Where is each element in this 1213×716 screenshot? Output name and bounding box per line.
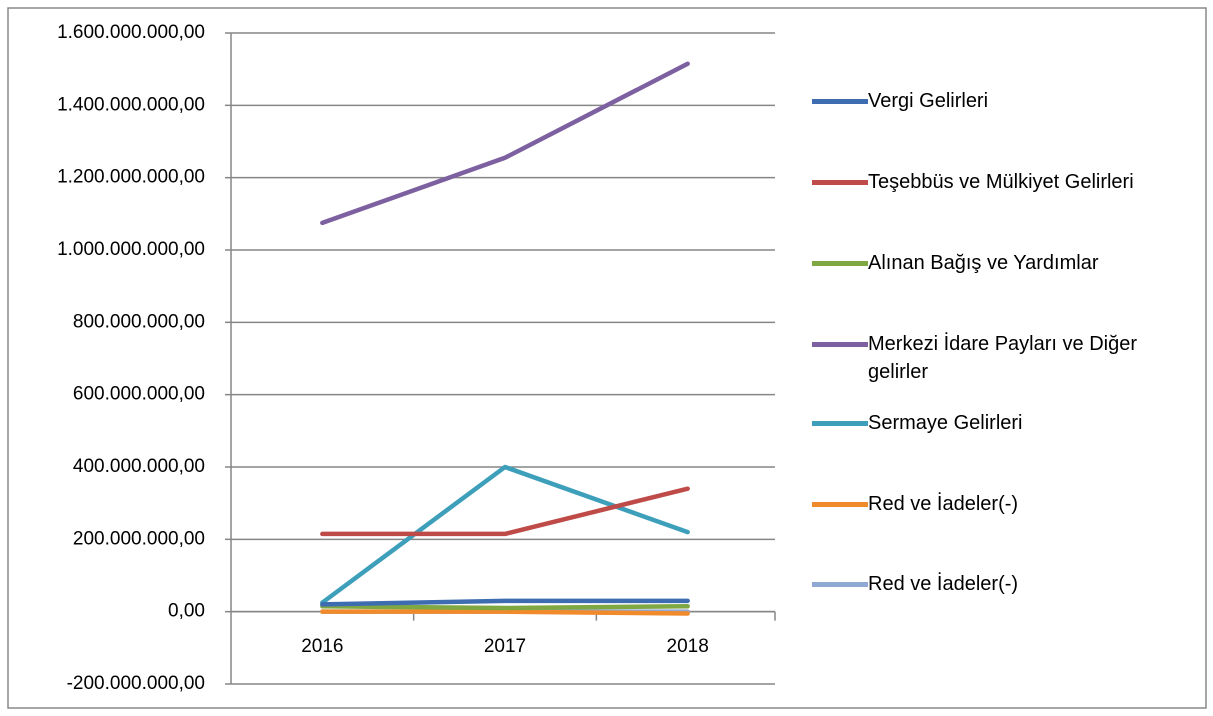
legend-label: Red ve İadeler(-): [868, 493, 1019, 515]
y-tick-label: 800.000.000,00: [73, 311, 205, 332]
legend-item: Red ve İadeler(-): [812, 490, 1190, 518]
y-tick-label: 1.200.000.000,00: [57, 167, 205, 188]
series-line: [320, 609, 690, 616]
series-line: [320, 464, 690, 605]
x-tick-label: 2018: [667, 636, 709, 657]
legend-swatch: [812, 342, 868, 347]
legend-swatch: [812, 99, 868, 104]
legend-swatch: [812, 180, 868, 185]
series-line: [320, 486, 690, 537]
legend-item: Red ve İadeler(-): [812, 570, 1190, 598]
legend-swatch: [812, 261, 868, 266]
legend-item: Sermaye Gelirleri: [812, 409, 1190, 437]
y-tick-label: 200.000.000,00: [73, 528, 205, 549]
y-tick-label: 1.000.000.000,00: [57, 239, 205, 260]
y-tick-label: 600.000.000,00: [73, 384, 205, 405]
legend-swatch: [812, 582, 868, 587]
series-line: [320, 603, 690, 611]
legend-label: Red ve İadeler(-): [868, 573, 1019, 595]
legend-item: Alınan Bağış ve Yardımlar: [812, 249, 1190, 277]
legend-swatch: [812, 421, 868, 426]
y-tick-label: 1.400.000.000,00: [57, 94, 205, 115]
y-tick-label: 0,00: [168, 601, 205, 622]
chart-border: [7, 7, 1207, 709]
legend-item: Merkezi İdare Payları ve Diğer gelirler: [812, 330, 1190, 386]
y-tick-label: 1.600.000.000,00: [57, 22, 205, 43]
legend-item: Vergi Gelirleri: [812, 87, 1190, 115]
legend-label: Sermaye Gelirleri: [868, 412, 1023, 434]
series-line: [320, 598, 690, 607]
x-tick-label: 2016: [301, 636, 343, 657]
series-line: [320, 61, 690, 226]
y-tick-label: -200.000.000,00: [67, 673, 205, 694]
legend-item: Teşebbüs ve Mülkiyet Gelirleri: [812, 168, 1190, 196]
legend-label: Alınan Bağış ve Yardımlar: [868, 252, 1099, 274]
legend-swatch: [812, 502, 868, 507]
y-tick-label: 400.000.000,00: [73, 456, 205, 477]
legend-label: Vergi Gelirleri: [868, 90, 989, 112]
legend-label: Teşebbüs ve Mülkiyet Gelirleri: [868, 171, 1134, 193]
x-tick-label: 2017: [484, 636, 526, 657]
legend-label: Merkezi İdare Payları ve Diğer gelirler: [868, 333, 1137, 383]
